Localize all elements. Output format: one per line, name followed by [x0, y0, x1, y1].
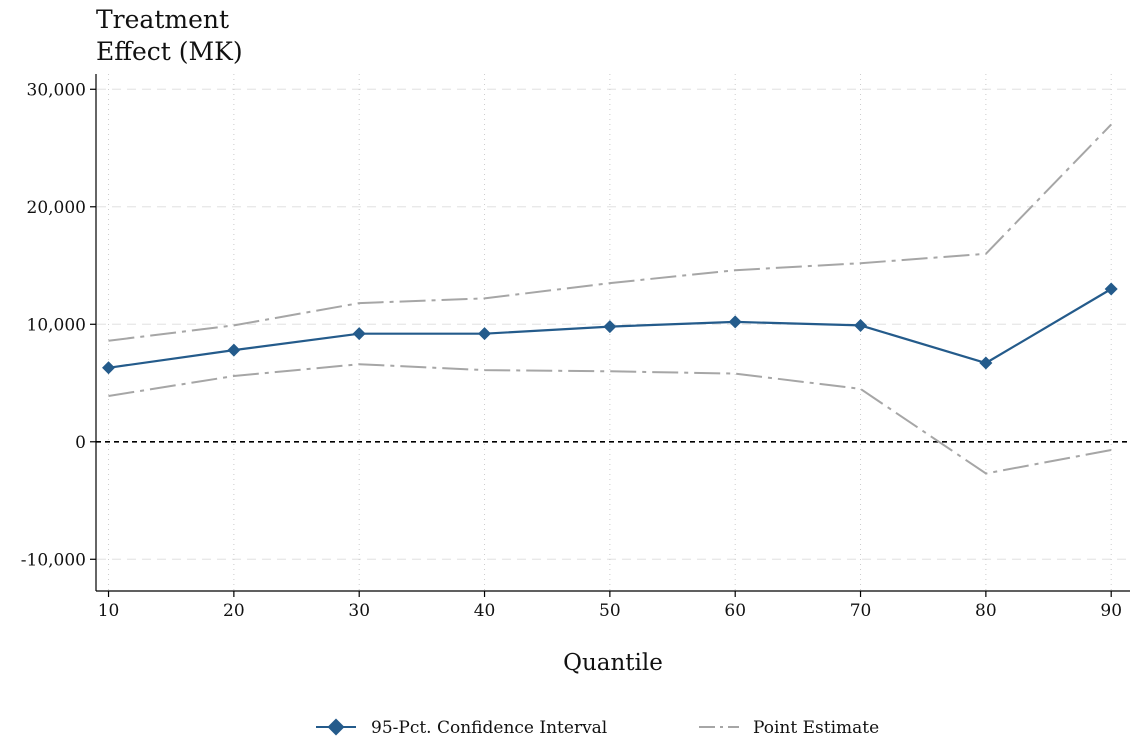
x-tick-label: 70	[850, 601, 872, 621]
estimate-point	[979, 356, 993, 370]
y-tick-label: 30,000	[27, 80, 86, 100]
x-tick-label: 20	[223, 601, 245, 621]
estimate-point	[603, 320, 617, 334]
lower-bound-line	[108, 363, 1112, 475]
x-axis-title: Quantile	[563, 650, 663, 676]
y-axis-title-line-2: Effect (MK)	[96, 37, 243, 66]
estimate-point	[854, 318, 868, 332]
x-tick-label: 80	[975, 601, 997, 621]
x-tick-label: 30	[348, 601, 370, 621]
x-tick-label: 40	[474, 601, 496, 621]
legend-label-estimate: 95-Pct. Confidence Interval	[371, 718, 607, 738]
legend: 95-Pct. Confidence Interval Point Estima…	[316, 718, 879, 738]
y-tick-label: 0	[75, 433, 86, 453]
y-tick-label: 10,000	[27, 315, 86, 335]
y-tick-label: 20,000	[27, 198, 86, 218]
grid-layer	[97, 74, 1130, 591]
estimate-point	[352, 327, 366, 341]
estimate-point	[728, 315, 742, 329]
y-tick-label: -10,000	[21, 550, 86, 570]
upper-bound-line	[108, 123, 1112, 342]
estimate-point	[102, 361, 116, 375]
estimate-point	[1104, 282, 1118, 296]
estimate-point	[478, 327, 492, 341]
legend-label-bounds: Point Estimate	[753, 718, 879, 738]
y-axis-title-line-1: Treatment	[96, 5, 229, 34]
x-tick-label: 60	[724, 601, 746, 621]
series-layer	[96, 123, 1130, 475]
x-tick-label: 50	[599, 601, 621, 621]
estimate-point	[227, 343, 241, 357]
legend-swatch-estimate-marker	[327, 718, 345, 736]
x-tick-label: 90	[1100, 601, 1122, 621]
x-tick-label: 10	[98, 601, 120, 621]
axis-layer: -10,000 0 10,000 20,000 30,000 10 20 30 40 50 60 70…	[21, 74, 1130, 621]
